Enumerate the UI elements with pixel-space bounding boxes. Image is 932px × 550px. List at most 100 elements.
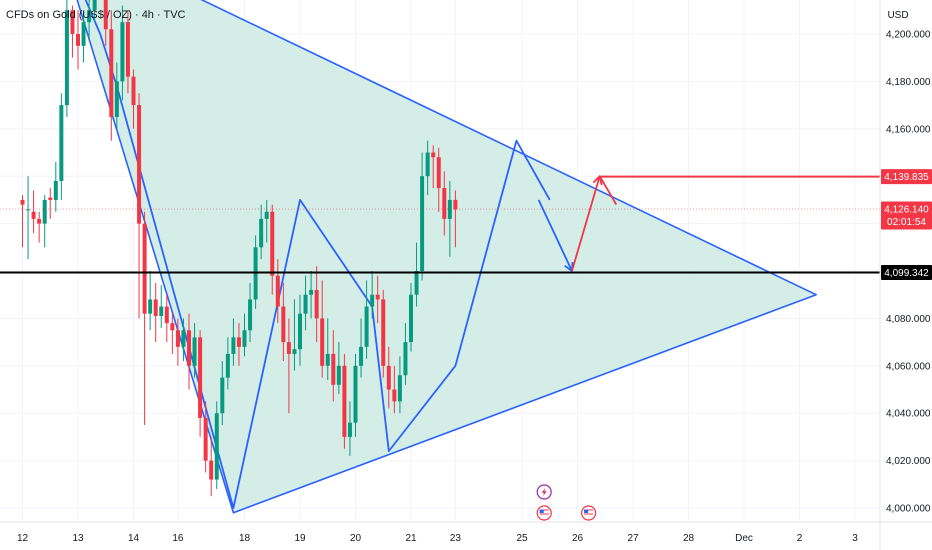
- candle-body: [292, 349, 297, 354]
- candle-body: [270, 211, 275, 276]
- candle-body: [187, 330, 191, 366]
- flag-canton: [539, 509, 544, 513]
- us-flag-event-icon[interactable]: [580, 505, 597, 521]
- candle-body: [26, 209, 31, 211]
- flag-stripe: [584, 511, 594, 513]
- candle-body: [442, 188, 447, 219]
- economic-events[interactable]: [536, 484, 597, 521]
- forecast-down-line: [537, 199, 573, 272]
- flag-stripe: [539, 511, 549, 513]
- candle-body: [248, 299, 253, 331]
- candle-body: [59, 105, 64, 181]
- candle-body: [142, 223, 147, 314]
- price-axis[interactable]: USD 4,000.000 4,020.000 4,040.000 4,060.000 4…: [879, 0, 932, 550]
- price-tick-label: 4,080.000: [886, 314, 931, 325]
- candle-body: [120, 22, 125, 82]
- candle-body: [309, 289, 314, 295]
- bolt-shape: [541, 487, 547, 497]
- time-tick-label: 27: [627, 533, 639, 544]
- zigzag-path: [84, 0, 551, 509]
- current-price-tag: [881, 201, 932, 230]
- candle-body: [192, 337, 197, 366]
- candle-body: [137, 105, 142, 224]
- candle-body: [320, 318, 325, 366]
- candle-body: [198, 337, 203, 418]
- resistance-price-tag: [881, 169, 932, 185]
- candle-body: [242, 330, 247, 347]
- candle-body: [53, 180, 58, 200]
- candle-body: [314, 289, 319, 319]
- candle-body: [92, 0, 97, 11]
- forecast-up-arrowhead: [592, 175, 603, 186]
- drawing-overlays: [0, 175, 880, 274]
- candle-body: [231, 337, 236, 354]
- candle-body: [81, 22, 86, 46]
- candle-body: [453, 199, 458, 210]
- candle-body: [64, 10, 69, 106]
- candle-body: [87, 10, 92, 23]
- candle-body: [370, 294, 375, 307]
- candle-body: [20, 199, 25, 205]
- flag-canton: [584, 509, 589, 513]
- flag-stripe: [539, 509, 549, 511]
- lightning-event-icon[interactable]: [536, 484, 552, 500]
- candle-body: [203, 417, 208, 461]
- candle-body: [325, 353, 330, 366]
- current-price-label: 4,126.140: [884, 205, 929, 216]
- time-tick-label: 28: [683, 533, 695, 544]
- candle-body: [236, 337, 241, 347]
- candle-body: [336, 365, 341, 385]
- price-tick-label: 4,020.000: [886, 456, 931, 467]
- candle-body: [281, 306, 286, 343]
- candle-body: [109, 29, 114, 117]
- time-tick-label: 26: [572, 533, 584, 544]
- price-tick-label: 4,180.000: [886, 77, 931, 88]
- time-tick-label: 20: [350, 533, 362, 544]
- time-tick-label: 13: [72, 533, 84, 544]
- support-price-tag: [881, 265, 932, 281]
- candle-body: [414, 271, 419, 295]
- flag-stripe: [539, 515, 549, 517]
- price-tick-label: 4,040.000: [886, 409, 931, 420]
- candle-body: [436, 157, 441, 189]
- candle-body: [359, 346, 364, 366]
- candle-body: [397, 375, 402, 402]
- candle-body: [131, 76, 136, 106]
- price-tick-label: 4,000.000: [886, 504, 931, 515]
- candle-body: [37, 218, 42, 224]
- price-tick-label: 4,200.000: [886, 30, 931, 41]
- candle-body: [386, 365, 391, 390]
- candle-body: [298, 313, 302, 350]
- candle-body: [264, 211, 269, 219]
- time-axis[interactable]: 12 13 14 16 18 19 20 21 23 25 26 27 28 Dec 2 3: [0, 521, 932, 544]
- candle-body: [31, 211, 36, 219]
- candle-body: [209, 460, 214, 480]
- candle-body: [275, 275, 280, 307]
- candle-body: [409, 294, 413, 343]
- time-tick-label: 21: [405, 533, 417, 544]
- time-tick-label: 23: [450, 533, 462, 544]
- time-tick-label: Dec: [735, 533, 753, 544]
- support-price-label: 4,099.342: [884, 268, 929, 279]
- candle-body: [431, 152, 436, 158]
- flag-stripe: [539, 513, 549, 515]
- candle-body: [342, 365, 347, 437]
- candle-body: [114, 81, 119, 117]
- symbol-title[interactable]: CFDs on Gold (US$ / OZ) · 4h · TVC: [6, 9, 186, 21]
- candle-body: [153, 299, 158, 317]
- flag-stripe: [584, 509, 594, 511]
- time-tick-label: 18: [239, 533, 251, 544]
- candle-body: [220, 377, 225, 414]
- us-flag-event-icon[interactable]: [536, 505, 552, 521]
- candle-body: [425, 152, 430, 177]
- candle-body: [286, 342, 291, 354]
- candle-body: [420, 176, 425, 271]
- time-tick-label: 14: [128, 533, 140, 544]
- event-circle: [580, 505, 597, 521]
- candlestick-series: [20, 0, 458, 497]
- event-circle: [536, 505, 552, 521]
- time-tick-label: 12: [17, 533, 29, 544]
- candle-body: [381, 299, 386, 366]
- candle-body: [76, 34, 80, 46]
